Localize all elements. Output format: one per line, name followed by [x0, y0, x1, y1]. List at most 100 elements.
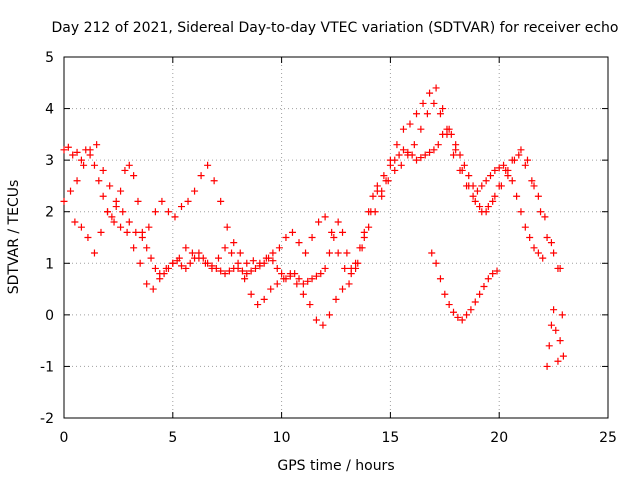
data-point [325, 249, 333, 257]
data-point [182, 264, 190, 272]
data-point [143, 280, 151, 288]
data-point [123, 228, 131, 236]
grid [64, 57, 608, 418]
data-point [158, 197, 166, 205]
data-point [182, 244, 190, 252]
data-point [225, 267, 233, 275]
data-point [217, 267, 225, 275]
data-point [530, 244, 538, 252]
data-point [491, 192, 499, 200]
data-point [476, 203, 484, 211]
data-point [517, 146, 525, 154]
data-point [197, 172, 205, 180]
data-point [543, 234, 551, 241]
data-point [267, 285, 275, 293]
y-tick-label: 2 [45, 205, 54, 221]
data-point [312, 316, 320, 324]
series-track-d [428, 249, 501, 324]
data-point [508, 156, 516, 164]
data-point [60, 197, 68, 205]
data-point [413, 110, 421, 118]
data-point [339, 285, 347, 293]
data-point [521, 223, 529, 231]
data-point [371, 208, 379, 216]
data-point [73, 148, 81, 156]
data-point [463, 311, 471, 319]
data-point [341, 264, 349, 272]
data-point [332, 295, 340, 303]
data-point [547, 321, 555, 329]
data-point [365, 223, 373, 231]
data-point [223, 223, 231, 231]
data-point [117, 187, 125, 195]
data-point [278, 270, 286, 278]
data-point [325, 311, 333, 319]
data-point [517, 208, 525, 216]
data-point [373, 187, 381, 195]
data-point [473, 187, 481, 195]
data-point [426, 148, 434, 156]
data-point [138, 234, 146, 241]
data-point [443, 130, 451, 138]
data-point [410, 141, 418, 149]
data-point [399, 146, 407, 154]
x-tick-label: 10 [273, 430, 291, 446]
data-point [169, 259, 177, 267]
data-point [491, 166, 499, 174]
data-point [523, 156, 531, 164]
plot-frame [63, 56, 609, 419]
chart-title: Day 212 of 2021, Sidereal Day-to-day VTE… [52, 20, 619, 36]
data-point [436, 110, 444, 118]
data-point [360, 234, 368, 241]
data-point [230, 239, 238, 247]
data-point [369, 192, 377, 200]
data-point [417, 125, 425, 133]
data-point [208, 264, 216, 272]
data-point [391, 166, 399, 174]
data-point [312, 272, 320, 280]
data-point [460, 161, 468, 169]
data-point [417, 154, 425, 162]
data-point [299, 280, 307, 288]
data-point [282, 234, 290, 241]
data-point [269, 257, 277, 265]
data-point [467, 306, 475, 314]
data-point [445, 125, 453, 133]
data-point [286, 270, 294, 278]
data-point [110, 218, 118, 226]
data-point [489, 270, 497, 278]
data-point [559, 352, 567, 360]
data-point [465, 172, 473, 180]
data-point [428, 249, 436, 257]
data-point [247, 267, 255, 275]
data-point [260, 295, 268, 303]
data-point [413, 156, 421, 164]
data-point [450, 308, 458, 316]
data-point [384, 177, 392, 185]
data-point [125, 218, 133, 226]
data-point [334, 249, 342, 257]
data-point [404, 151, 412, 159]
data-point [204, 161, 212, 169]
data-point [143, 244, 151, 252]
data-point [262, 254, 270, 262]
data-point [241, 275, 249, 283]
data-point [554, 264, 562, 272]
data-point [393, 141, 401, 149]
x-tick-label: 15 [381, 430, 399, 446]
data-point [476, 290, 484, 298]
data-point [108, 213, 116, 221]
data-point [432, 84, 440, 92]
x-tick-label: 0 [60, 430, 69, 446]
data-point [328, 228, 336, 236]
data-point [160, 270, 168, 278]
series-track-e [543, 306, 567, 370]
data-point [293, 280, 301, 288]
data-point [339, 228, 347, 236]
data-point [458, 316, 466, 324]
series-track-b [60, 84, 564, 278]
data-point [347, 270, 355, 278]
data-point [319, 321, 327, 329]
data-point [330, 234, 338, 241]
data-point [554, 357, 562, 365]
